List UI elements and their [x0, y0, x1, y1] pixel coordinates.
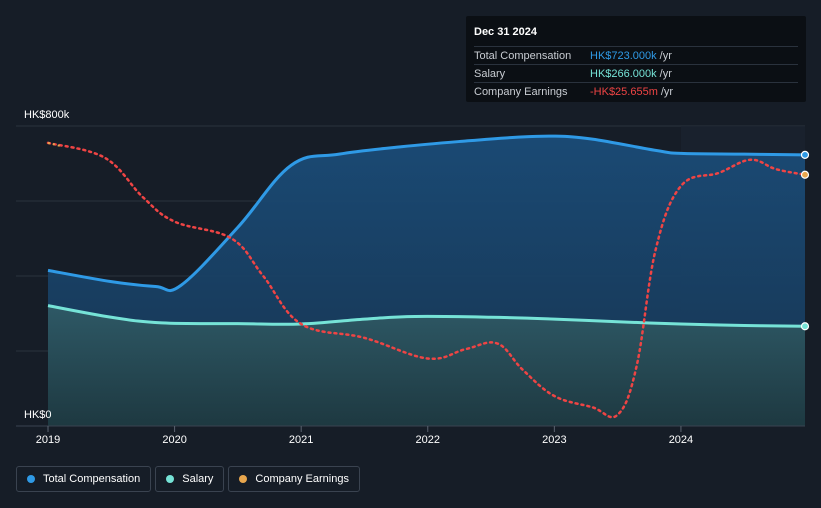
tooltip-value: -HK$25.655m — [590, 85, 658, 98]
x-tick-label: 2024 — [669, 434, 693, 446]
tooltip-unit: /yr — [660, 85, 674, 98]
line-company-earnings — [46, 141, 807, 419]
tooltip-value: HK$266.000k — [590, 67, 657, 80]
area-salary — [48, 305, 805, 426]
x-tick-label: 2019 — [36, 434, 60, 446]
x-tick-label: 2022 — [416, 434, 440, 446]
legend-label: Company Earnings — [255, 473, 349, 485]
tooltip-label: Company Earnings — [474, 85, 568, 98]
tooltip-date: Dec 31 2024 — [474, 26, 537, 38]
legend-label: Salary — [182, 473, 214, 485]
tooltip-value: HK$723.000k — [590, 49, 657, 62]
tooltip-label: Total Compensation — [474, 49, 572, 62]
tooltip-unit: /yr — [659, 49, 672, 62]
tooltip-label: Salary — [474, 67, 506, 80]
marker-total-compensation — [800, 150, 810, 159]
marker-company-earnings — [800, 170, 810, 179]
tooltip-row-total-compensation: Total Compensation HK$723.000k /yr — [474, 46, 798, 64]
y-axis-label-bottom: HK$0 — [24, 409, 52, 421]
tooltip: Dec 31 2024 Total Compensation HK$723.00… — [466, 16, 806, 102]
tooltip-row-company-earnings: Company Earnings -HK$25.655m /yr — [474, 82, 798, 100]
series-lines — [46, 134, 807, 419]
x-tick-label: 2021 — [289, 434, 313, 446]
series-end-markers — [800, 150, 810, 331]
legend-item-salary[interactable]: Salary — [155, 466, 225, 492]
tooltip-unit: /yr — [659, 67, 672, 80]
x-axis: 2019 2020 2021 2022 2023 2024 — [16, 425, 805, 446]
legend-label: Total Compensation — [43, 473, 141, 485]
x-tick-label: 2023 — [542, 434, 566, 446]
legend-item-total-compensation[interactable]: Total Compensation — [16, 466, 152, 492]
legend-dot-icon — [166, 475, 175, 483]
legend-dot-icon — [27, 475, 35, 483]
legend-item-company-earnings[interactable]: Company Earnings — [228, 466, 360, 492]
line-company-earnings-start — [47, 141, 61, 147]
legend: Total Compensation Salary Company Earnin… — [16, 466, 360, 492]
series-areas — [48, 136, 805, 426]
line-salary — [47, 304, 806, 328]
legend-dot-icon — [239, 475, 248, 483]
tooltip-row-salary: Salary HK$266.000k /yr — [474, 64, 798, 82]
marker-salary — [800, 322, 810, 331]
line-total-compensation — [47, 134, 806, 293]
y-axis-label-top: HK$800k — [24, 109, 70, 121]
x-tick-label: 2020 — [162, 434, 186, 446]
